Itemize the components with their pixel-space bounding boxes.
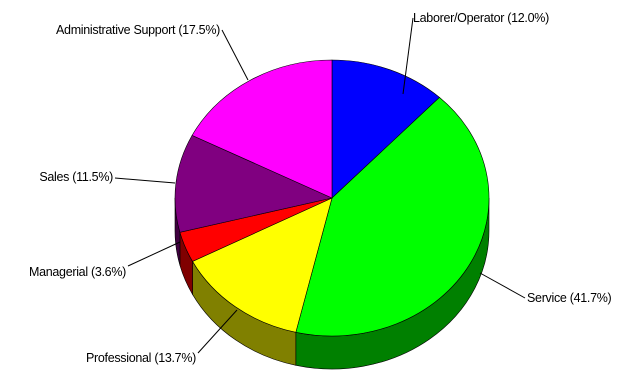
pie-slice-2 xyxy=(295,97,490,337)
leader-line-6 xyxy=(221,29,249,81)
leader-lines xyxy=(114,17,526,354)
slice-labels: Laborer/Operator (12.0%) Service (41.7%) P… xyxy=(29,11,612,365)
pie-slices xyxy=(174,59,490,337)
pie-slice-3 xyxy=(192,197,333,333)
pie-slice-6 xyxy=(191,59,333,199)
slice-label-6: Administrative Support (17.5%) xyxy=(56,23,220,37)
slice-label-1: Laborer/Operator (12.0%) xyxy=(413,11,549,25)
pie-slice-5 xyxy=(174,134,333,233)
slice-label-3: Professional (13.7%) xyxy=(86,351,196,365)
slice-label-5: Sales (11.5%) xyxy=(39,170,113,184)
pie-slice-1 xyxy=(331,59,440,199)
slice-label-4: Managerial (3.6%) xyxy=(29,265,126,279)
leader-line-4 xyxy=(127,241,181,267)
slice-label-2: Service (41.7%) xyxy=(527,291,612,305)
leader-line-3 xyxy=(197,309,238,354)
leader-line-5 xyxy=(114,177,176,184)
leader-line-2 xyxy=(479,272,526,299)
leader-line-1 xyxy=(402,17,414,95)
